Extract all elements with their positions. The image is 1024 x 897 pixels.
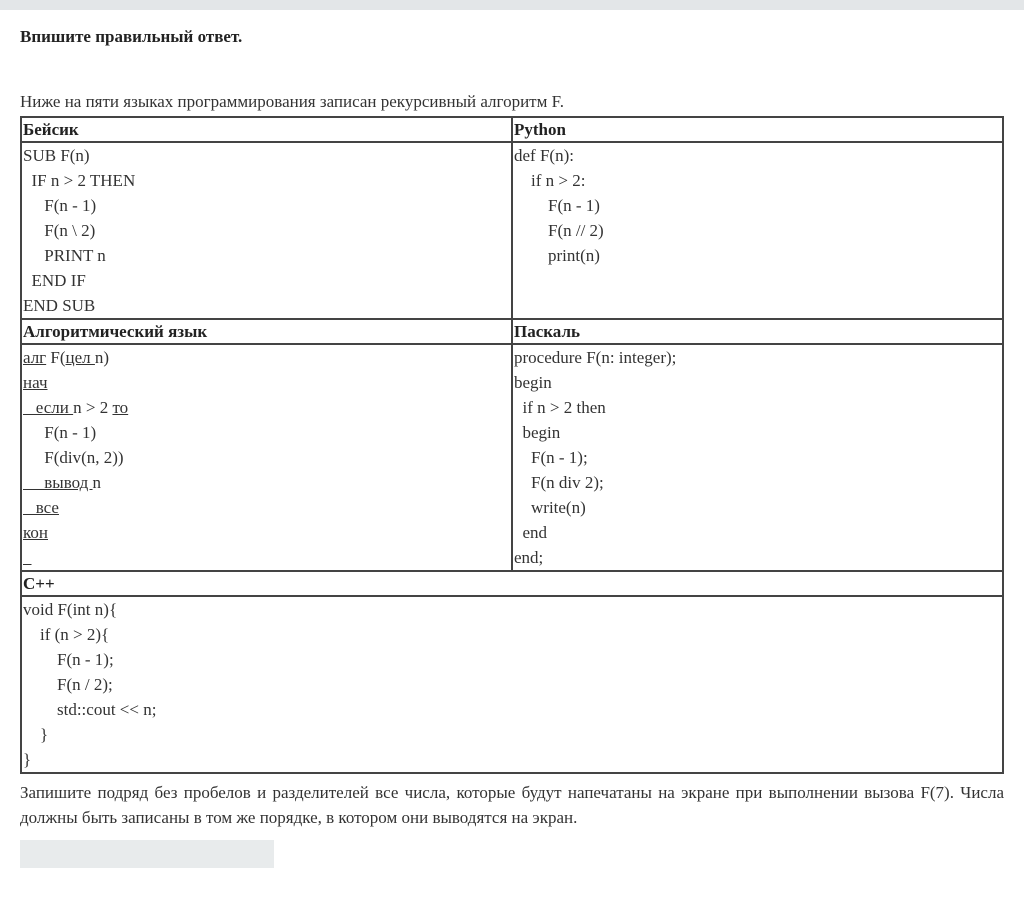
code-line: END SUB — [23, 296, 96, 315]
code-text: F(div(n, 2)) — [23, 448, 124, 467]
code-line: F(n / 2); — [23, 675, 113, 694]
code-line: if n > 2: — [514, 171, 586, 190]
alg-header: Алгоритмический язык — [20, 318, 513, 345]
python-header: Python — [511, 116, 1004, 143]
code-line: begin — [514, 423, 561, 442]
code-line: вывод n — [23, 470, 510, 495]
code-text: n) — [94, 348, 110, 367]
keyword: нач — [23, 373, 48, 392]
keyword — [23, 548, 32, 567]
code-line: IF n > 2 THEN — [23, 171, 136, 190]
code-line: если n > 2 то — [23, 395, 510, 420]
alg-code: алг F(цел n) нач если n > 2 то F(n - 1) F… — [20, 343, 513, 572]
keyword: то — [112, 398, 129, 417]
code-text: F(n - 1) — [23, 423, 97, 442]
code-line: if (n > 2){ — [23, 625, 110, 644]
python-code: def F(n): if n > 2: F(n - 1) F(n // 2) p… — [511, 141, 1004, 320]
code-table: Бейсик Python SUB F(n) IF n > 2 THEN F(n… — [20, 116, 1004, 774]
code-line: F(n - 1); — [514, 448, 588, 467]
code-line: } — [23, 725, 49, 744]
answer-input[interactable] — [20, 840, 274, 868]
code-line: F(n \ 2) — [23, 221, 96, 240]
keyword: вывод — [23, 473, 93, 492]
code-text: F( — [46, 348, 66, 367]
code-line: F(n - 1) — [514, 196, 600, 215]
code-line — [23, 545, 510, 570]
code-line: все — [23, 495, 510, 520]
cpp-header: C++ — [20, 570, 1004, 597]
code-line: F(n // 2) — [514, 221, 604, 240]
code-line: SUB F(n) — [23, 146, 90, 165]
basic-code: SUB F(n) IF n > 2 THEN F(n - 1) F(n \ 2)… — [20, 141, 513, 320]
pascal-code: procedure F(n: integer); begin if n > 2 t… — [511, 343, 1004, 572]
code-line: кон — [23, 520, 510, 545]
keyword: если — [23, 398, 74, 417]
code-line: end; — [514, 548, 544, 567]
code-line: print(n) — [514, 246, 600, 265]
code-line: F(n - 1) — [23, 420, 510, 445]
keyword: кон — [23, 523, 48, 542]
code-line: begin — [514, 373, 552, 392]
code-line: } — [23, 750, 32, 769]
code-line: end — [514, 523, 548, 542]
code-line: алг F(цел n) — [23, 345, 510, 370]
question-text: Запишите подряд без пробелов и разделите… — [20, 783, 1004, 827]
cpp-code: void F(int n){ if (n > 2){ F(n - 1); F(n… — [20, 595, 1004, 774]
instruction: Впишите правильный ответ. — [20, 27, 243, 46]
basic-header: Бейсик — [20, 116, 513, 143]
code-line: def F(n): — [514, 146, 574, 165]
keyword: алг — [23, 348, 47, 367]
intro-text: Ниже на пяти языках программирования зап… — [20, 92, 564, 111]
pascal-header: Паскаль — [511, 318, 1004, 345]
code-line: procedure F(n: integer); — [514, 348, 677, 367]
keyword: цел — [65, 348, 95, 367]
code-line: F(n - 1) — [23, 196, 97, 215]
keyword: все — [23, 498, 59, 517]
code-line: нач — [23, 370, 510, 395]
code-line: void F(int n){ — [23, 600, 118, 619]
code-line: F(n - 1); — [23, 650, 114, 669]
code-line: if n > 2 then — [514, 398, 606, 417]
top-bar — [0, 0, 1024, 10]
code-line: write(n) — [514, 498, 586, 517]
code-line: std::cout << n; — [23, 700, 157, 719]
code-line: END IF — [23, 271, 86, 290]
code-text: n > 2 — [73, 398, 113, 417]
code-text: n — [92, 473, 102, 492]
code-line: F(n div 2); — [514, 473, 604, 492]
code-line: PRINT n — [23, 246, 106, 265]
code-line: F(div(n, 2)) — [23, 445, 510, 470]
